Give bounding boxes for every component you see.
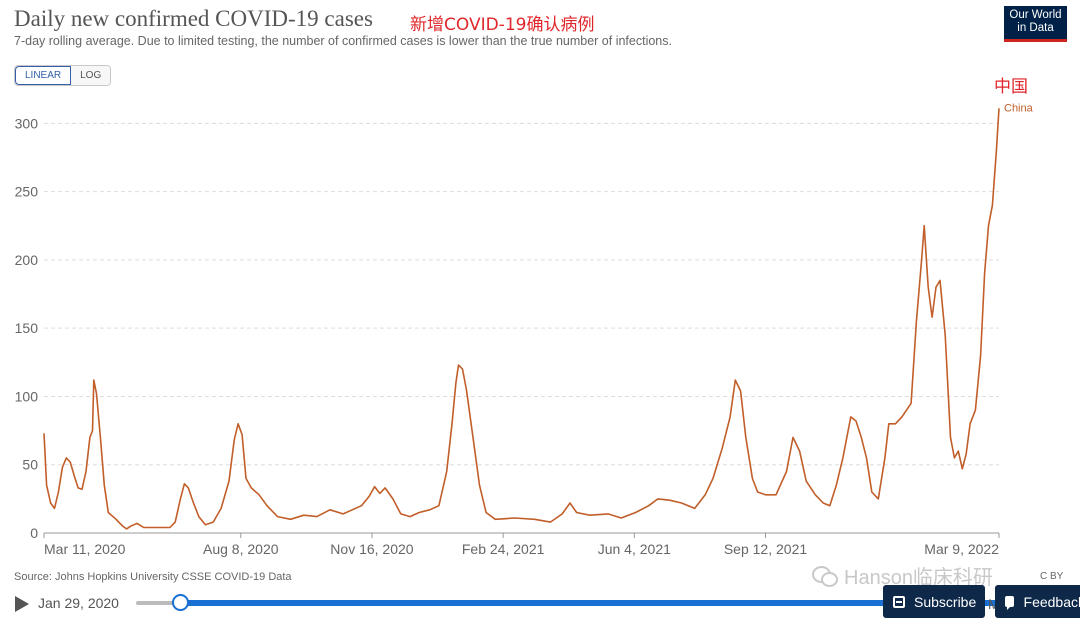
- logo-line-2: in Data: [1017, 22, 1054, 34]
- play-icon[interactable]: [15, 596, 29, 612]
- linear-scale-button[interactable]: LINEAR: [15, 66, 72, 85]
- scale-toggle: LINEAR LOG: [14, 65, 112, 86]
- source-note: Source: Johns Hopkins University CSSE CO…: [14, 571, 292, 583]
- wechat-icon: [812, 565, 838, 587]
- y-tick-label: 300: [15, 115, 39, 131]
- grid-lines: [44, 122, 999, 534]
- timeline-start-handle[interactable]: [172, 594, 189, 611]
- x-axis: Mar 11, 2020 Aug 8, 2020 Nov 16, 2020 Feb 2…: [43, 533, 1000, 557]
- y-tick-label: 150: [15, 320, 39, 336]
- timeline-start-date[interactable]: Jan 29, 2020: [38, 595, 119, 611]
- y-tick-label: 200: [15, 252, 39, 268]
- chart-title: Daily new confirmed COVID-19 cases: [14, 6, 373, 31]
- owid-logo[interactable]: Our World in Data: [1004, 6, 1067, 42]
- chart-title-chinese: 新增COVID-19确认病例: [410, 15, 595, 35]
- feedback-label: Feedback: [1023, 593, 1080, 610]
- watermark: Hanson临床科研: [812, 561, 993, 590]
- y-axis: 0 50 100 150 200 250 300: [15, 115, 39, 541]
- newsletter-icon: [893, 595, 905, 608]
- timeline-selected-range: [180, 600, 1010, 606]
- subscribe-label: Subscribe: [914, 593, 977, 610]
- y-tick-label: 250: [15, 184, 39, 200]
- x-tick-label: Jun 4, 2021: [598, 541, 671, 557]
- chat-icon: [1005, 596, 1014, 610]
- feedback-button[interactable]: Feedback: [995, 585, 1080, 618]
- subscribe-button[interactable]: Subscribe: [883, 585, 985, 618]
- x-tick-label: Nov 16, 2020: [330, 541, 413, 557]
- series-layer: 中国 China: [43, 77, 1034, 530]
- chart-subtitle: 7-day rolling average. Due to limited te…: [14, 34, 672, 48]
- series-label[interactable]: China: [1004, 102, 1034, 114]
- series-line-china[interactable]: [43, 108, 1000, 530]
- x-tick-label: Mar 9, 2022: [924, 541, 999, 557]
- y-tick-label: 100: [15, 388, 39, 404]
- series-label-chinese: 中国: [994, 77, 1028, 97]
- y-tick-label: 50: [22, 457, 38, 473]
- log-scale-button[interactable]: LOG: [71, 66, 111, 85]
- x-tick-label: Aug 8, 2020: [203, 541, 279, 557]
- logo-line-1: Our World: [1009, 9, 1062, 21]
- timeline-end-date[interactable]: M: [988, 596, 1000, 612]
- y-tick-label: 0: [30, 525, 38, 541]
- x-tick-label: Mar 11, 2020: [44, 541, 126, 557]
- timeline: Jan 29, 2020 M: [0, 590, 1080, 620]
- license-note[interactable]: C BY: [1040, 571, 1064, 582]
- x-tick-label: Feb 24, 2021: [462, 541, 545, 557]
- watermark-text: Hanson临床科研: [844, 567, 993, 589]
- x-tick-label: Sep 12, 2021: [724, 541, 808, 557]
